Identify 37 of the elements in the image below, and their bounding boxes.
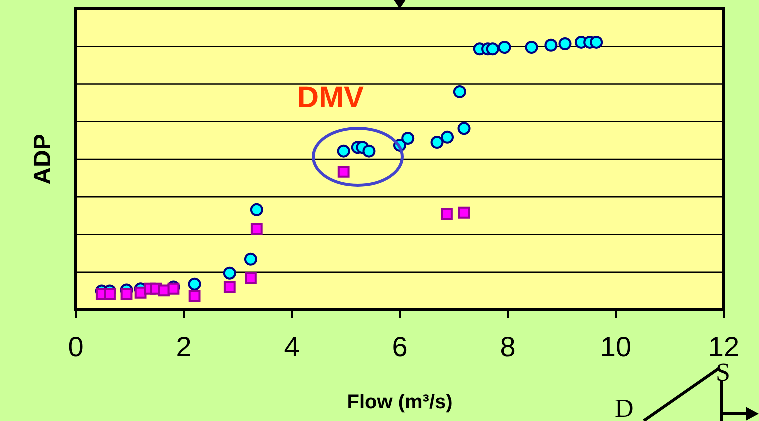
point [244,252,258,266]
annotation: DMV [297,82,364,115]
x-tick-label: 2 [176,332,192,363]
point [458,122,471,136]
point [525,41,538,54]
point [245,272,257,284]
point [104,288,116,300]
point [430,136,444,150]
point [224,281,236,294]
x-axis-title: Flow (m³/s) [347,392,453,414]
point [337,144,350,158]
point [188,290,201,302]
x-tick-label: 0 [68,332,84,363]
point [441,208,453,220]
x-tick-label: 6 [392,332,408,363]
x-tick-label: 10 [600,332,632,363]
point [458,206,470,219]
point [402,132,415,145]
x-tick-label: 4 [284,332,300,363]
x-tick-label: 12 [708,332,740,363]
point [486,42,500,56]
point [544,38,558,52]
point [338,166,350,178]
point [590,36,604,49]
point [441,130,454,144]
point [250,224,263,236]
point [250,203,264,216]
point [188,278,202,291]
point [498,41,512,54]
point [362,144,376,158]
x-tick-label: 8 [500,332,516,363]
y-axis-title: ADP [30,134,57,185]
point [558,38,572,51]
text: D [615,394,634,421]
point [223,266,236,280]
point [120,288,133,300]
point [453,85,466,98]
